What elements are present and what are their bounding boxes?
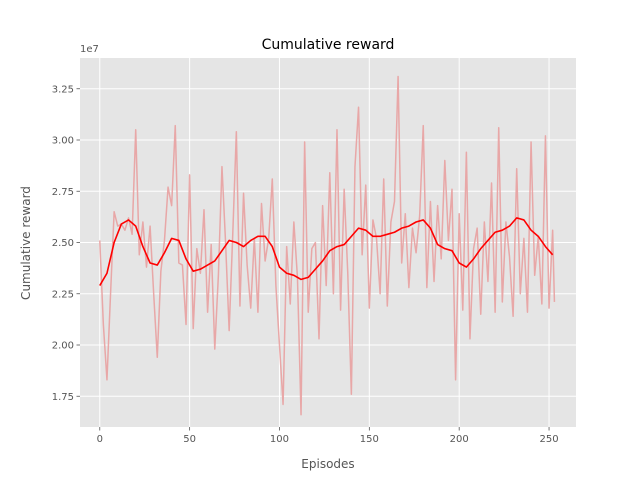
x-tick-label: 150 bbox=[360, 434, 379, 445]
y-tick-label: 2.25 bbox=[52, 289, 74, 300]
y-tick-label: 2.50 bbox=[52, 238, 74, 249]
x-tick-label: 250 bbox=[539, 434, 558, 445]
x-tick-label: 200 bbox=[450, 434, 469, 445]
x-tick-label: 0 bbox=[97, 434, 103, 445]
series-layer bbox=[99, 75, 556, 416]
x-tick-label: 100 bbox=[270, 434, 289, 445]
raw-reward-line bbox=[99, 75, 556, 416]
y-tick-label: 3.25 bbox=[52, 84, 74, 95]
x-tick-label: 50 bbox=[183, 434, 196, 445]
y-tick-label: 1.75 bbox=[52, 392, 74, 403]
y-axis: 1.75 2.00 2.25 2.50 2.75 3.00 3.25 bbox=[52, 84, 80, 403]
chart-title: Cumulative reward bbox=[262, 37, 395, 53]
y-tick-label: 2.75 bbox=[52, 187, 74, 198]
smoothed-reward-line bbox=[99, 217, 554, 286]
x-axis: 0 50 100 150 200 250 bbox=[97, 427, 559, 445]
y-tick-label: 2.00 bbox=[52, 341, 74, 352]
y-offset-text: 1e7 bbox=[80, 44, 99, 55]
y-axis-label: Cumulative reward bbox=[19, 186, 33, 300]
y-tick-label: 3.00 bbox=[52, 136, 74, 147]
x-axis-label: Episodes bbox=[301, 457, 354, 471]
